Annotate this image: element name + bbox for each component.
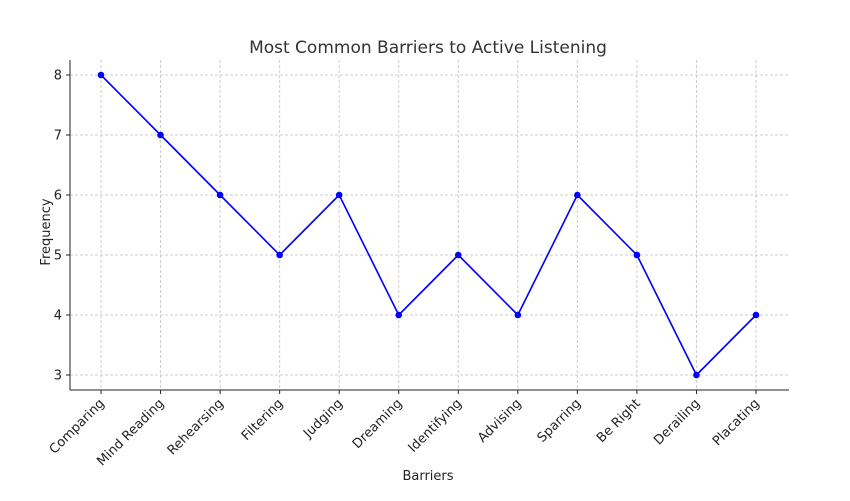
data-point — [454, 251, 462, 259]
y-axis-label: Frequency — [39, 198, 54, 265]
chart-title: Most Common Barriers to Active Listening — [249, 38, 607, 58]
grid-layer — [70, 60, 789, 390]
y-tick-label: 8 — [54, 69, 62, 84]
x-tick-label: Rehearsing — [165, 396, 227, 458]
y-tick-label: 5 — [54, 249, 62, 264]
x-axis-label: Barriers — [402, 469, 453, 484]
data-point — [395, 311, 403, 319]
x-tick-label: Derailing — [651, 396, 703, 448]
x-tick-label: Sparring — [535, 396, 585, 446]
data-point — [216, 191, 224, 199]
x-tick-label: Judging — [300, 396, 346, 442]
data-point — [752, 311, 760, 319]
axis-layer — [66, 60, 789, 394]
data-point — [97, 71, 105, 79]
x-tick-label: Identifying — [406, 396, 466, 456]
x-tick-label: Placating — [710, 396, 763, 449]
data-point — [276, 251, 283, 259]
x-tick-label: Dreaming — [350, 396, 406, 452]
series-layer — [97, 71, 760, 379]
x-tick-label: Advising — [475, 396, 525, 446]
y-tick-label: 4 — [54, 309, 62, 324]
data-point — [633, 251, 641, 259]
data-point — [693, 371, 700, 379]
data-point — [514, 311, 522, 319]
data-point — [335, 191, 343, 199]
x-tick-label: Comparing — [47, 396, 108, 457]
y-tick-label: 3 — [54, 369, 62, 384]
x-tick-label: Filtering — [239, 396, 287, 444]
data-point — [157, 131, 164, 139]
data-point — [574, 191, 581, 199]
y-tick-label: 7 — [54, 129, 62, 144]
series-line — [100, 74, 757, 376]
x-tick-label: Be Right — [594, 396, 644, 446]
y-tick-label: 6 — [54, 189, 62, 204]
